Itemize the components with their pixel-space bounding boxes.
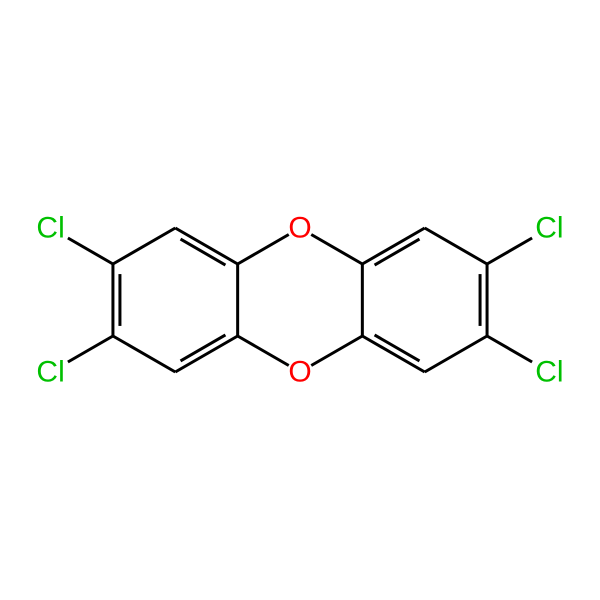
bond xyxy=(238,235,289,265)
bond xyxy=(175,228,237,264)
bond xyxy=(113,336,175,372)
bond xyxy=(487,238,532,264)
bonds-group xyxy=(68,228,532,372)
labels-group: O O Cl Cl Cl Cl xyxy=(36,212,563,389)
bond xyxy=(425,336,487,372)
bond xyxy=(113,228,175,264)
bond xyxy=(68,238,113,264)
bond xyxy=(425,228,487,264)
atom-label-cl3: Cl xyxy=(535,212,563,245)
bond xyxy=(311,235,362,265)
atom-label-cl2: Cl xyxy=(36,356,64,389)
bond xyxy=(311,336,362,366)
bond xyxy=(487,336,532,362)
bond xyxy=(238,336,289,366)
atom-label-cl1: Cl xyxy=(36,212,64,245)
bond xyxy=(362,228,424,264)
atom-label-cl4: Cl xyxy=(535,356,563,389)
atom-label-o2: O xyxy=(288,356,311,389)
bond xyxy=(68,336,113,362)
atom-label-o1: O xyxy=(288,212,311,245)
bond xyxy=(175,336,237,372)
bond xyxy=(362,336,424,372)
molecule-diagram: O O Cl Cl Cl Cl xyxy=(0,0,600,600)
